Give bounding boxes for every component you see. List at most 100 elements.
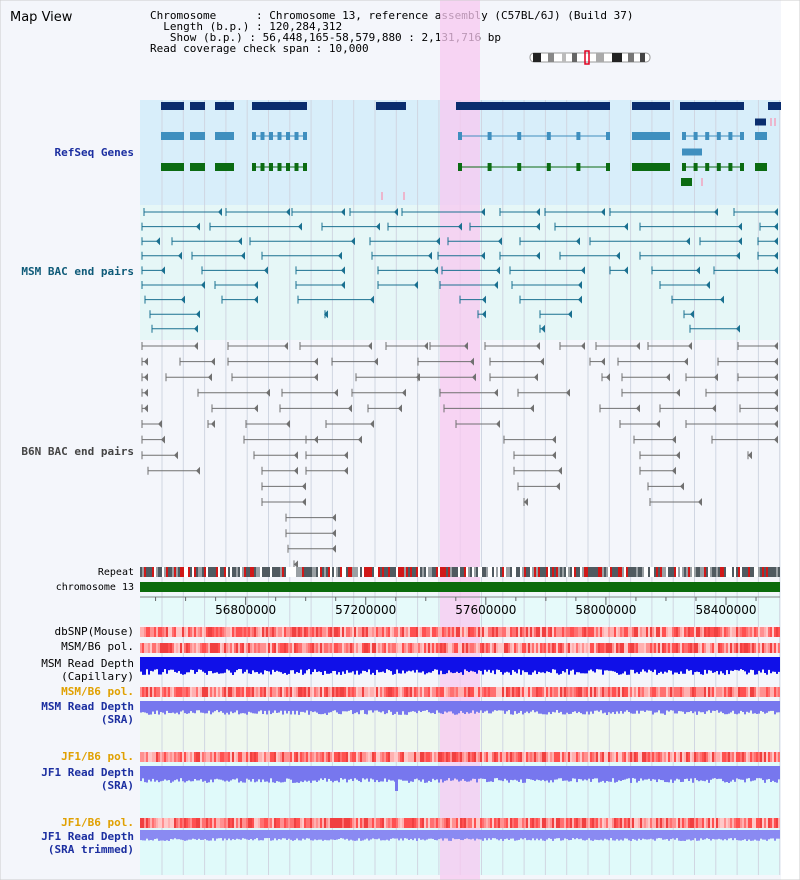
repeat-cell — [766, 567, 768, 577]
dbsnp-label: dbSNP(Mouse) — [54, 625, 134, 638]
msm-sra-depth-bar — [194, 701, 196, 714]
msm-depth-bar — [176, 657, 178, 673]
jf1-pol-cell — [460, 752, 462, 762]
jf1-trim-depth-bar — [620, 830, 622, 840]
jf1-trim-depth-bar — [182, 830, 184, 841]
repeat-cell — [470, 567, 472, 577]
msm-pol-cell — [192, 643, 194, 653]
msm-pol-cell — [650, 643, 652, 653]
msm-depth-bar — [142, 657, 144, 675]
repeat-cell — [740, 567, 742, 577]
jf1-pol-trim-cell — [670, 818, 672, 828]
jf1-trim-depth-bar — [658, 830, 660, 839]
jf1-pol-trim-cell — [768, 818, 770, 828]
jf1-trim-depth-bar — [724, 830, 726, 840]
jf1-pol-cell — [442, 752, 444, 762]
gene-block — [757, 132, 765, 140]
jf1-depth-bar — [452, 766, 454, 781]
jf1-pol-trim-cell — [570, 818, 572, 828]
msm-sra-depth-bar — [248, 701, 250, 712]
gene-block — [217, 132, 232, 140]
jf1-pol-cell — [398, 752, 400, 762]
msm-pol-cell — [254, 643, 256, 653]
msm-depth-bar — [708, 657, 710, 671]
msm-sra-depth-bar — [692, 701, 694, 714]
jf1-trim-depth-bar — [190, 830, 192, 840]
msm-pol-sra-cell — [140, 687, 142, 697]
repeat-cell — [344, 567, 346, 577]
jf1-depth-bar — [526, 766, 528, 779]
repeat-cell — [270, 567, 272, 577]
msm-bac-arrow — [264, 266, 268, 275]
msm-pol-sra-cell — [726, 687, 728, 697]
msm-depth-bar — [516, 657, 518, 674]
jf1-depth-bar — [476, 766, 478, 783]
jf1-pol-trim-cell — [174, 818, 176, 828]
msm-pol-cell — [770, 643, 772, 653]
jf1-depth-bar — [546, 766, 548, 781]
msm-pol-cell — [732, 643, 734, 653]
jf1-pol-trim-cell — [244, 818, 246, 828]
jf1-depth-bar — [290, 766, 292, 780]
msm-depth-bar — [544, 657, 546, 674]
jf1-pol-cell — [206, 752, 208, 762]
dbsnp-cell — [626, 627, 628, 637]
jf1-pol-cell — [150, 752, 152, 762]
jf1-depth-bar — [366, 766, 368, 779]
jf1-depth-bar — [240, 766, 242, 782]
msm-bac-arrow — [601, 208, 605, 216]
jf1-depth-bar — [272, 766, 274, 783]
jf1-pol-trim-cell — [256, 818, 258, 828]
repeat-cell — [584, 567, 586, 577]
jf1-pol-trim-cell — [446, 818, 448, 828]
jf1-pol-trim-cell — [534, 818, 536, 828]
dbsnp-cell — [416, 627, 418, 637]
jf1-pol-trim-cell — [746, 818, 748, 828]
msm-sra-depth-bar — [266, 701, 268, 715]
jf1-pol-trim-cell — [720, 818, 722, 828]
msm-pol-cell — [388, 643, 390, 653]
jf1-trim-depth-bar — [310, 830, 312, 841]
jf1-pol-trim-cell — [438, 818, 440, 828]
jf1-trim-depth-bar — [458, 830, 460, 839]
dbsnp-cell — [620, 627, 622, 637]
jf1-trim-depth-bar — [416, 830, 418, 841]
msm-sra-depth-bar — [654, 701, 656, 713]
msm-sra-depth-bar — [230, 701, 232, 712]
repeat-cell — [434, 567, 436, 577]
repeat-cell — [520, 567, 522, 577]
jf1-pol-cell — [552, 752, 554, 762]
jf1-trim-depth-bar — [224, 830, 226, 839]
jf1-depth-bar — [660, 766, 662, 781]
jf1-pol-cell — [682, 752, 684, 762]
jf1-pol-trim-cell — [522, 818, 524, 828]
jf1-pol-trim-cell — [388, 818, 390, 828]
jf1-trim-depth-bar — [726, 830, 728, 841]
msm-depth-bar — [616, 657, 618, 673]
repeat-cell — [212, 567, 214, 577]
jf1-pol-trim-cell — [150, 818, 152, 828]
repeat-cell — [208, 567, 210, 577]
jf1-pol-trim-cell — [734, 818, 736, 828]
msm-pol-cell — [240, 643, 242, 653]
msm-pol-sra-cell — [514, 687, 516, 697]
msm-depth-bar — [706, 657, 708, 674]
msm-pol-sra-cell — [498, 687, 500, 697]
msm-bac-arrow — [736, 324, 740, 333]
repeat-cell — [734, 567, 736, 577]
msm-sra-depth-bar — [480, 701, 482, 711]
msm-depth-bar — [148, 657, 150, 675]
msm-pol-cell — [412, 643, 414, 653]
msm-pol-cell — [174, 643, 176, 653]
msm-sra-sub-label: (SRA) — [100, 713, 134, 726]
jf1-depth-bar — [172, 766, 174, 782]
jf1-pol-cell — [586, 752, 588, 762]
msm-pol-sra-cell — [318, 687, 320, 697]
jf1-trim-depth-bar — [776, 830, 778, 839]
repeat-cell — [326, 567, 328, 577]
msm-pol-sra-cell — [342, 687, 344, 697]
jf1-pol-cell — [156, 752, 158, 762]
jf1-trim-depth-bar — [440, 830, 442, 839]
msm-pol-cell — [238, 643, 240, 653]
